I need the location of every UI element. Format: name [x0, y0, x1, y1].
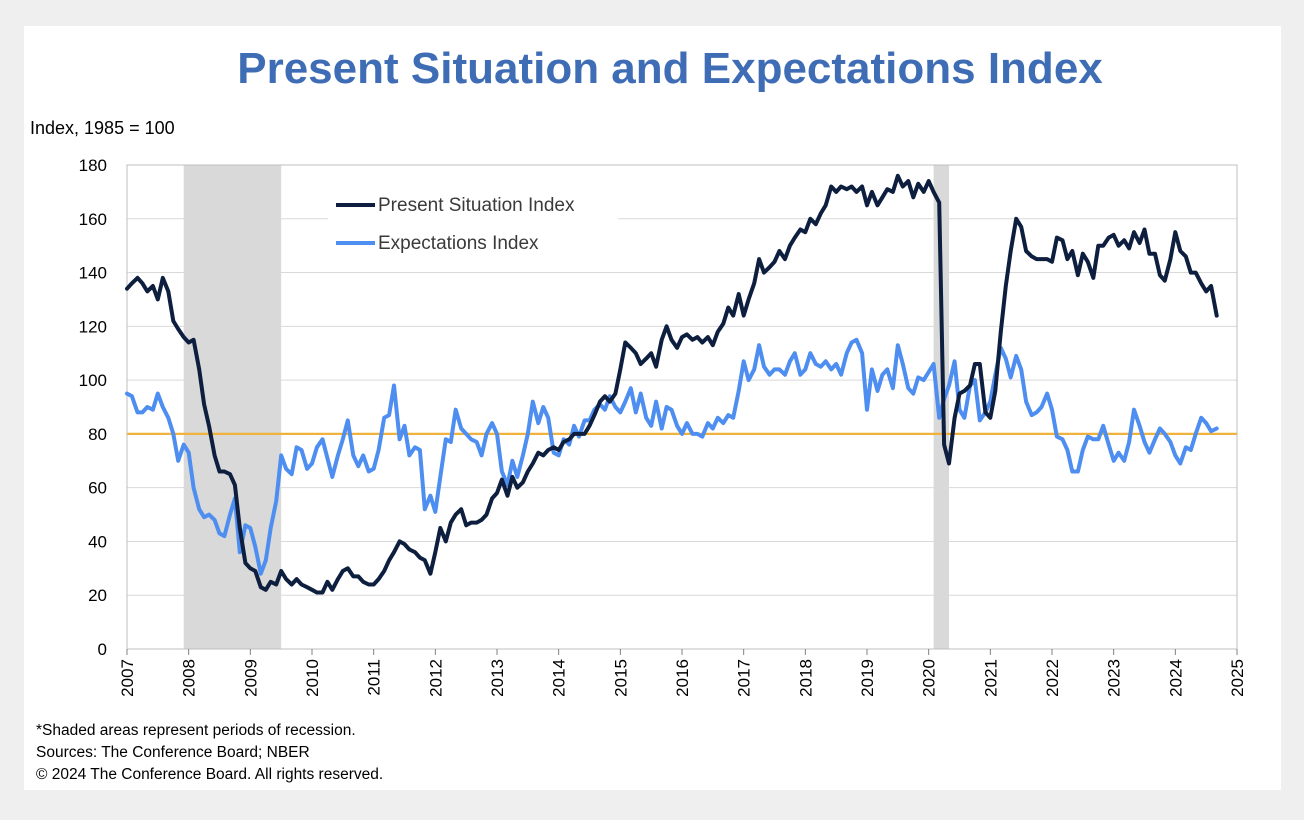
x-tick-label: 2016 [673, 659, 692, 697]
y-tick-label: 80 [88, 425, 107, 444]
footnote-recession: *Shaded areas represent periods of reces… [36, 722, 356, 739]
x-tick-label: 2018 [796, 659, 815, 697]
footnotes: *Shaded areas represent periods of reces… [36, 720, 383, 786]
recession-band [183, 165, 282, 649]
y-tick-label: 40 [88, 532, 107, 551]
y-axis-label: Index, 1985 = 100 [30, 118, 175, 138]
x-tick-label: 2019 [858, 659, 877, 697]
chart-title: Present Situation and Expectations Index [237, 44, 1103, 93]
y-tick-label: 100 [79, 371, 107, 390]
x-tick-label: 2022 [1043, 659, 1062, 697]
legend-label: Present Situation Index [378, 195, 575, 216]
x-tick-label: 2021 [981, 659, 1000, 697]
x-tick-label: 2010 [303, 659, 322, 697]
x-tick-label: 2013 [488, 659, 507, 697]
y-tick-label: 140 [79, 264, 107, 283]
y-tick-label: 180 [79, 156, 107, 175]
y-tick-label: 20 [88, 586, 107, 605]
y-tick-label: 0 [98, 640, 107, 659]
x-tick-label: 2011 [365, 659, 384, 696]
y-tick-label: 160 [79, 210, 107, 229]
footnote-copyright: © 2024 The Conference Board. All rights … [36, 766, 384, 783]
x-tick-label: 2014 [550, 659, 569, 697]
series-line-present-situation [125, 173, 1219, 595]
x-tick-label: 2024 [1166, 659, 1185, 697]
y-tick-label: 60 [88, 479, 107, 498]
plot-frame [126, 164, 1238, 650]
legend-box [328, 185, 618, 257]
x-tick-label: 2015 [611, 659, 630, 697]
legend-label: Expectations Index [378, 233, 539, 254]
footnote-sources: Sources: The Conference Board; NBER [36, 744, 310, 761]
x-tick-label: 2025 [1228, 659, 1247, 697]
x-tick-label: 2009 [241, 659, 260, 697]
x-tick-label: 2017 [735, 659, 754, 697]
y-tick-label: 120 [79, 317, 107, 336]
x-tick-label: 2020 [920, 659, 939, 697]
x-tick-label: 2012 [426, 659, 445, 697]
x-tick-label: 2007 [118, 659, 137, 697]
series-line-expectations [125, 337, 1219, 576]
x-tick-label: 2008 [180, 659, 199, 697]
x-tick-label: 2023 [1105, 659, 1124, 697]
